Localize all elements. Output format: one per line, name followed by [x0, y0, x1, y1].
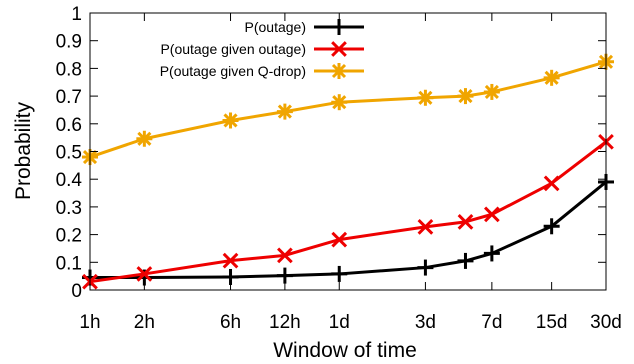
- data-point: [417, 218, 434, 235]
- series-line: [89, 60, 607, 159]
- y-tick-label: 0.5: [56, 143, 82, 164]
- y-tick-label: 0.8: [56, 59, 82, 80]
- y-axis-label: Probability: [12, 101, 35, 200]
- x-tick-label: 1h: [79, 312, 100, 333]
- data-point: [331, 94, 348, 111]
- data-point: [543, 175, 560, 192]
- data-point: [136, 130, 153, 147]
- legend-item: P(outage given outage): [160, 41, 364, 57]
- legend-label: P(outage given outage): [160, 41, 306, 57]
- x-tick-label: 3d: [415, 312, 436, 333]
- series-outage: [82, 173, 614, 286]
- series-outage-given-qdrop: [82, 53, 614, 166]
- series-outage-given-outage: [82, 133, 614, 290]
- x-tick-label: 1d: [329, 312, 350, 333]
- y-tick-label: 0.2: [56, 226, 82, 247]
- legend-swatch-marker: [331, 63, 347, 79]
- x-tick-label: 12h: [269, 312, 301, 333]
- data-point: [276, 267, 293, 284]
- legend-swatch-marker: [331, 19, 347, 35]
- y-tick-label: 0.9: [56, 32, 82, 53]
- data-point: [417, 89, 434, 106]
- data-point: [457, 88, 474, 105]
- data-point: [276, 103, 293, 120]
- legend-label: P(outage given Q-drop): [160, 63, 306, 79]
- data-point: [457, 213, 474, 230]
- y-tick-label: 0.6: [56, 115, 82, 136]
- data-point: [483, 245, 500, 262]
- data-point: [331, 265, 348, 282]
- data-point: [331, 231, 348, 248]
- y-tick-label: 0.1: [56, 253, 82, 274]
- y-tick-label: 1: [71, 4, 82, 25]
- data-point: [543, 69, 560, 86]
- x-axis-label: Window of time: [273, 339, 417, 362]
- legend-label: P(outage): [245, 19, 306, 35]
- series-line: [89, 140, 607, 284]
- series-line: [90, 180, 607, 280]
- x-tick-label: 30d: [590, 312, 622, 333]
- data-point: [222, 112, 239, 129]
- data-point: [483, 83, 500, 100]
- data-point: [136, 266, 153, 282]
- data-point: [277, 247, 293, 264]
- legend-swatch-marker: [331, 41, 347, 57]
- legend: P(outage) P(outage given outage) P(outage …: [160, 19, 364, 79]
- y-tick-label: 0.3: [56, 198, 82, 219]
- legend-item: P(outage): [245, 19, 364, 35]
- y-tick-label: 0.4: [56, 170, 83, 191]
- x-tick-label: 7d: [481, 312, 502, 333]
- data-point: [222, 252, 239, 269]
- plot-area: [82, 53, 614, 290]
- x-tick-label: 6h: [220, 312, 241, 333]
- y-tick-label: 0.7: [56, 87, 82, 108]
- x-tick-label: 2h: [134, 312, 155, 333]
- data-point: [417, 259, 434, 276]
- axes: 0 0.1 0.2 0.3 0.4 0.5 0.6 0.7 0.8 0.9 1 1h 2h 6h 12h 1d…: [56, 4, 622, 333]
- legend-item: P(outage given Q-drop): [160, 63, 364, 79]
- data-point: [543, 218, 560, 235]
- x-tick-label: 15d: [536, 312, 568, 333]
- y-tick-label: 0: [71, 281, 82, 302]
- data-point: [484, 206, 500, 223]
- data-point: [457, 252, 474, 269]
